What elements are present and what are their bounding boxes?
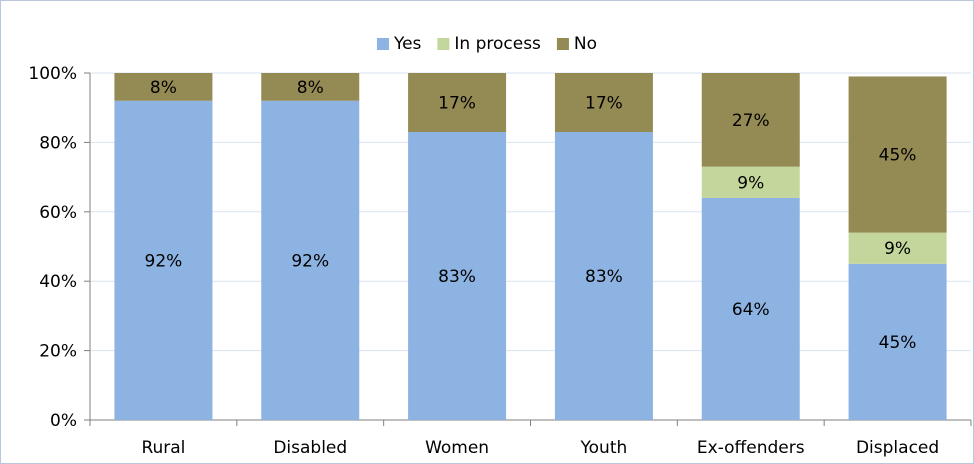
data-label: 45% [879, 333, 917, 353]
data-label: 83% [585, 267, 623, 287]
bar-segment-in-process [701, 166, 800, 198]
legend-swatch-no [556, 38, 569, 50]
bar-segment-no [261, 73, 360, 101]
x-tick-label: Women [425, 438, 489, 458]
data-label: 9% [884, 239, 911, 259]
data-label: 83% [438, 267, 476, 287]
data-label: 45% [879, 146, 917, 166]
y-tick-label: 80% [39, 133, 77, 153]
legend-swatch-in-process [437, 38, 450, 50]
data-label: 17% [438, 93, 476, 113]
data-label: 92% [145, 251, 183, 271]
y-tick-label: 0% [50, 411, 77, 431]
data-label: 27% [732, 111, 770, 131]
bar-segment-no [848, 76, 947, 233]
y-tick-label: 60% [39, 203, 77, 223]
bar-segment-yes [114, 100, 213, 420]
data-label: 92% [291, 251, 329, 271]
legend-label: In process [454, 34, 541, 54]
legend-swatch-yes [376, 38, 389, 50]
bar-segment-no [408, 73, 507, 132]
bar-segment-yes [848, 263, 947, 420]
bar-segment-no [114, 73, 213, 101]
x-tick-label: Ex-offenders [697, 438, 805, 458]
data-label: 8% [150, 78, 177, 98]
legend-label: No [574, 34, 597, 54]
bar-segment-no [701, 73, 800, 167]
bar-segment-no [554, 73, 653, 132]
x-tick-label: Displaced [856, 438, 939, 458]
data-label: 9% [737, 173, 764, 193]
bar-segment-yes [701, 197, 800, 420]
bar-segment-yes [408, 131, 507, 421]
y-tick-label: 100% [28, 64, 77, 84]
bar-segment-yes [554, 131, 653, 421]
x-tick-label: Disabled [273, 438, 347, 458]
bar-segment-yes [261, 100, 360, 420]
data-label: 8% [297, 78, 324, 98]
data-label: 64% [732, 300, 770, 320]
x-tick-label: Rural [141, 438, 185, 458]
y-tick-label: 40% [39, 272, 77, 292]
y-tick-label: 20% [39, 342, 77, 362]
legend-label: Yes [393, 34, 422, 54]
x-tick-label: Youth [580, 438, 628, 458]
bar-segment-in-process [848, 232, 947, 264]
data-label: 17% [585, 93, 623, 113]
